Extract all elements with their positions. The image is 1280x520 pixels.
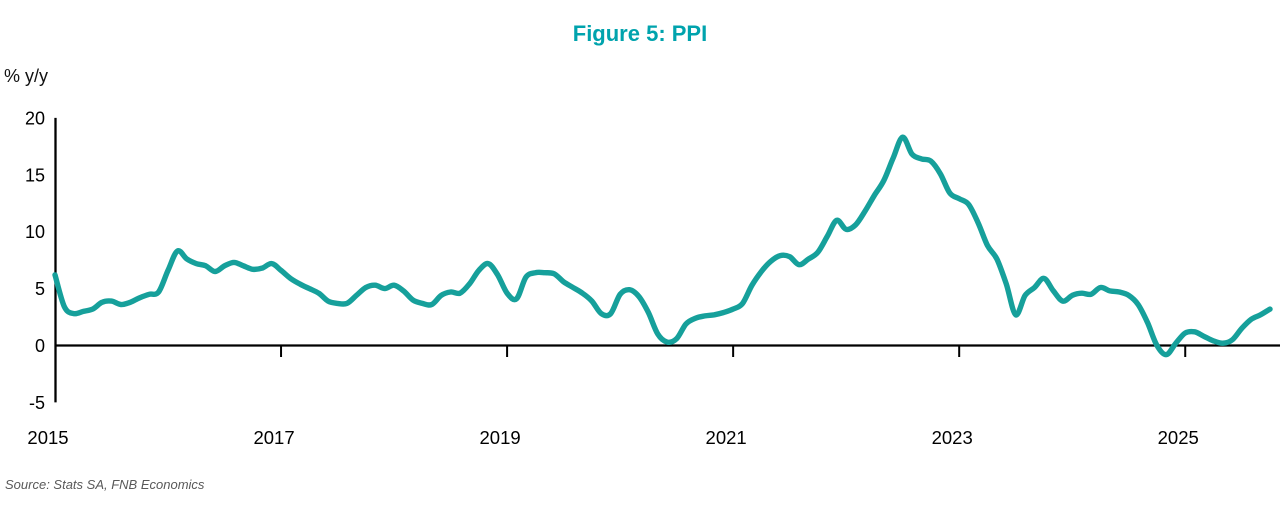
- y-tick-label: 10: [25, 222, 45, 242]
- ppi-series-line: [52, 134, 1273, 358]
- x-tick-label: 2021: [706, 427, 747, 448]
- x-tick-label: 2019: [480, 427, 521, 448]
- y-tick-label: -5: [29, 393, 45, 413]
- y-axis-unit-label: % y/y: [4, 66, 49, 86]
- chart-title: Figure 5: PPI: [572, 21, 708, 46]
- source-note: Source: Stats SA, FNB Economics: [5, 477, 205, 492]
- x-tick-label: 2025: [1158, 427, 1199, 448]
- x-tick-label: 2023: [932, 427, 973, 448]
- y-tick-label: 20: [25, 108, 45, 128]
- x-tick-label: 2017: [253, 427, 294, 448]
- y-tick-label: 5: [35, 279, 45, 299]
- x-tick-label: 2015: [27, 427, 68, 448]
- y-tick-label: 0: [35, 336, 45, 356]
- y-tick-label: 15: [25, 165, 45, 185]
